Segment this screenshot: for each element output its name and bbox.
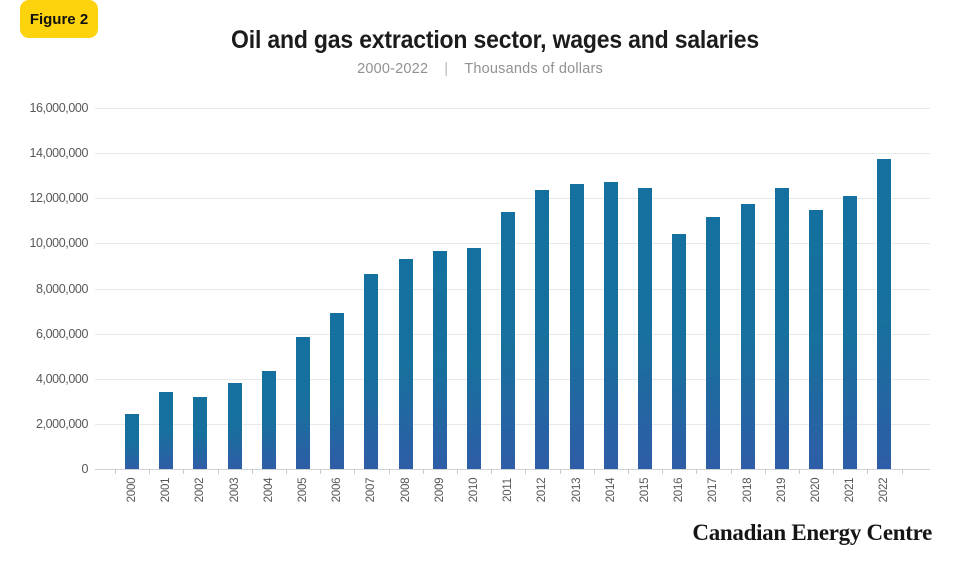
x-axis-tick xyxy=(901,469,903,474)
x-axis-tick xyxy=(525,469,527,474)
x-tick-label-2016: 2016 xyxy=(673,477,686,503)
bar-2009 xyxy=(432,251,447,469)
x-tick-label-2022: 2022 xyxy=(878,477,891,503)
y-tick-label: 14,000,000 xyxy=(29,146,88,161)
x-axis-tick xyxy=(217,469,219,474)
chart-title: Oil and gas extraction sector, wages and… xyxy=(231,26,759,54)
bar-2019 xyxy=(774,188,789,469)
x-axis-tick xyxy=(491,469,493,474)
bar-2000 xyxy=(125,414,139,469)
x-axis-tick xyxy=(798,469,800,474)
x-axis-tick xyxy=(149,469,151,474)
x-tick-label-2005: 2005 xyxy=(297,477,309,503)
bar-2011 xyxy=(501,212,516,469)
x-axis-tick xyxy=(285,469,287,474)
x-tick-label-2013: 2013 xyxy=(570,477,583,503)
bar-2003 xyxy=(227,383,242,469)
y-tick-label: 10,000,000 xyxy=(29,236,88,251)
x-tick-label-2017: 2017 xyxy=(707,477,720,503)
x-tick-label-2009: 2009 xyxy=(433,477,446,503)
x-tick-label-2020: 2020 xyxy=(810,477,822,503)
bar-2006 xyxy=(330,313,345,469)
x-axis-tick xyxy=(696,469,698,474)
x-axis-tick xyxy=(422,469,424,474)
gridline xyxy=(95,108,930,109)
x-tick-label-2003: 2003 xyxy=(228,477,241,503)
bar-2018 xyxy=(740,204,755,469)
bar-2016 xyxy=(672,234,687,469)
x-axis-tick xyxy=(593,469,595,474)
x-axis-tick xyxy=(114,469,116,474)
bar-2010 xyxy=(467,248,481,469)
subtitle-units: Thousands of dollars xyxy=(464,61,603,77)
bar-2020 xyxy=(809,210,823,469)
y-axis-labels: 16,000,000 14,000,000 12,000,000 10,000,000… xyxy=(0,101,88,476)
x-tick-label-2004: 2004 xyxy=(262,477,275,503)
x-tick-label-2007: 2007 xyxy=(365,477,378,503)
x-axis-tick xyxy=(867,469,869,474)
bar-2007 xyxy=(364,274,379,469)
bar-2015 xyxy=(638,188,652,469)
figure-badge-label: Figure 2 xyxy=(29,10,89,28)
x-tick-label-2000: 2000 xyxy=(126,477,138,503)
y-tick-label: 4,000,000 xyxy=(35,371,88,386)
gridline xyxy=(95,198,930,200)
brand-wordmark: Canadian Energy Centre xyxy=(692,520,932,545)
bar-2013 xyxy=(569,184,584,469)
y-tick-label: 16,000,000 xyxy=(29,101,88,115)
bar-2005 xyxy=(296,337,310,469)
bar-2002 xyxy=(193,397,208,469)
x-tick-label-2008: 2008 xyxy=(399,477,412,503)
bar-2001 xyxy=(159,392,174,469)
x-tick-label-2018: 2018 xyxy=(741,477,754,503)
x-axis-tick xyxy=(559,469,561,474)
x-tick-label-2012: 2012 xyxy=(536,477,549,503)
bar-2022 xyxy=(877,159,892,469)
x-tick-label-2010: 2010 xyxy=(468,477,480,503)
x-axis-tick xyxy=(833,469,835,474)
y-tick-label: 0 xyxy=(81,462,88,476)
subtitle-separator: | xyxy=(444,60,449,77)
x-axis-tick xyxy=(662,469,664,474)
y-tick-label: 6,000,000 xyxy=(35,326,88,341)
bar-2008 xyxy=(398,259,413,469)
x-axis-tick xyxy=(730,469,732,474)
x-axis-tick xyxy=(627,469,629,474)
x-tick-label-2006: 2006 xyxy=(331,477,344,503)
x-tick-label-2014: 2014 xyxy=(604,477,617,503)
y-tick-label: 12,000,000 xyxy=(29,191,88,206)
subtitle-date-range: 2000-2022 xyxy=(357,61,429,77)
bar-2004 xyxy=(261,371,276,469)
x-axis-tick xyxy=(764,469,766,474)
x-tick-label-2021: 2021 xyxy=(844,477,857,503)
plot-area xyxy=(95,108,930,474)
figure-badge: Figure 2 xyxy=(20,0,98,38)
x-tick-label-2001: 2001 xyxy=(160,477,173,503)
x-axis-tick xyxy=(251,469,253,474)
x-tick-label-2011: 2011 xyxy=(502,478,515,502)
x-axis-tick xyxy=(388,469,390,474)
x-tick-label-2002: 2002 xyxy=(194,477,207,503)
bar-2014 xyxy=(603,182,618,469)
x-tick-label-2019: 2019 xyxy=(775,477,788,503)
x-axis-tick xyxy=(456,469,458,474)
x-tick-label-2015: 2015 xyxy=(639,477,651,503)
bar-2021 xyxy=(843,196,858,469)
bar-2012 xyxy=(535,190,550,469)
x-axis-tick xyxy=(183,469,185,474)
y-tick-label: 8,000,000 xyxy=(35,281,88,296)
chart-subtitle: 2000-2022 | Thousands of dollars xyxy=(0,60,960,77)
gridline xyxy=(95,153,930,155)
y-tick-label: 2,000,000 xyxy=(35,416,88,431)
x-axis-tick xyxy=(320,469,322,474)
bar-2017 xyxy=(706,217,721,469)
x-axis-tick xyxy=(354,469,356,474)
